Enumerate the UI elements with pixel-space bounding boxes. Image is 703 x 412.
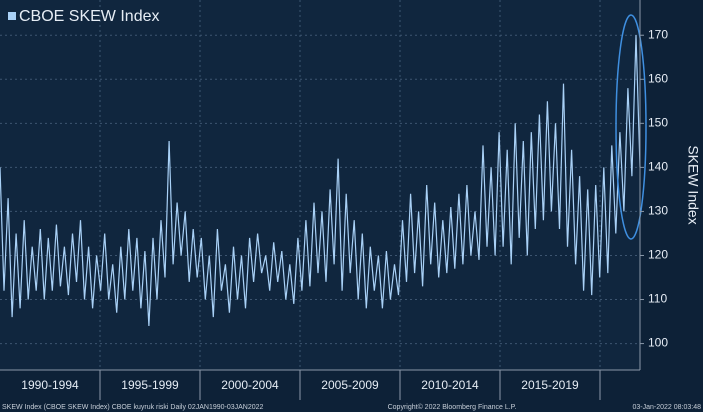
y-tick-label: 100 [648, 336, 668, 350]
highlight-ellipse [615, 14, 647, 240]
plot [0, 35, 641, 327]
x-tick-label: 2010-2014 [421, 378, 479, 392]
legend-label: CBOE SKEW Index [19, 8, 160, 25]
y-tick-label: 130 [648, 204, 668, 218]
footer-left: SKEW Index (CBOE SKEW Index) CBOE kuyruk… [2, 404, 264, 411]
y-tick-label: 150 [648, 116, 668, 130]
y-tick-label: 110 [648, 292, 667, 306]
series-line [0, 35, 641, 327]
y-tick-label: 160 [648, 71, 668, 85]
y-tick-label: 140 [648, 160, 668, 174]
x-tick-label: 2000-2004 [221, 378, 279, 392]
legend-swatch [8, 12, 16, 20]
x-tick-label: 1995-1999 [121, 378, 179, 392]
x-tick-label: 2015-2019 [521, 378, 579, 392]
grid [0, 0, 640, 370]
y-tick-label: 170 [648, 27, 668, 41]
y-axis-title: SKEW Index [685, 145, 701, 224]
x-tick-label: 1990-1994 [21, 378, 79, 392]
y-tick-label: 120 [648, 248, 668, 262]
x-tick-label: 2005-2009 [321, 378, 379, 392]
footer-center: Copyright© 2022 Bloomberg Finance L.P. [388, 403, 517, 411]
footer-right: 03-Jan-2022 08:03:48 [633, 404, 702, 411]
